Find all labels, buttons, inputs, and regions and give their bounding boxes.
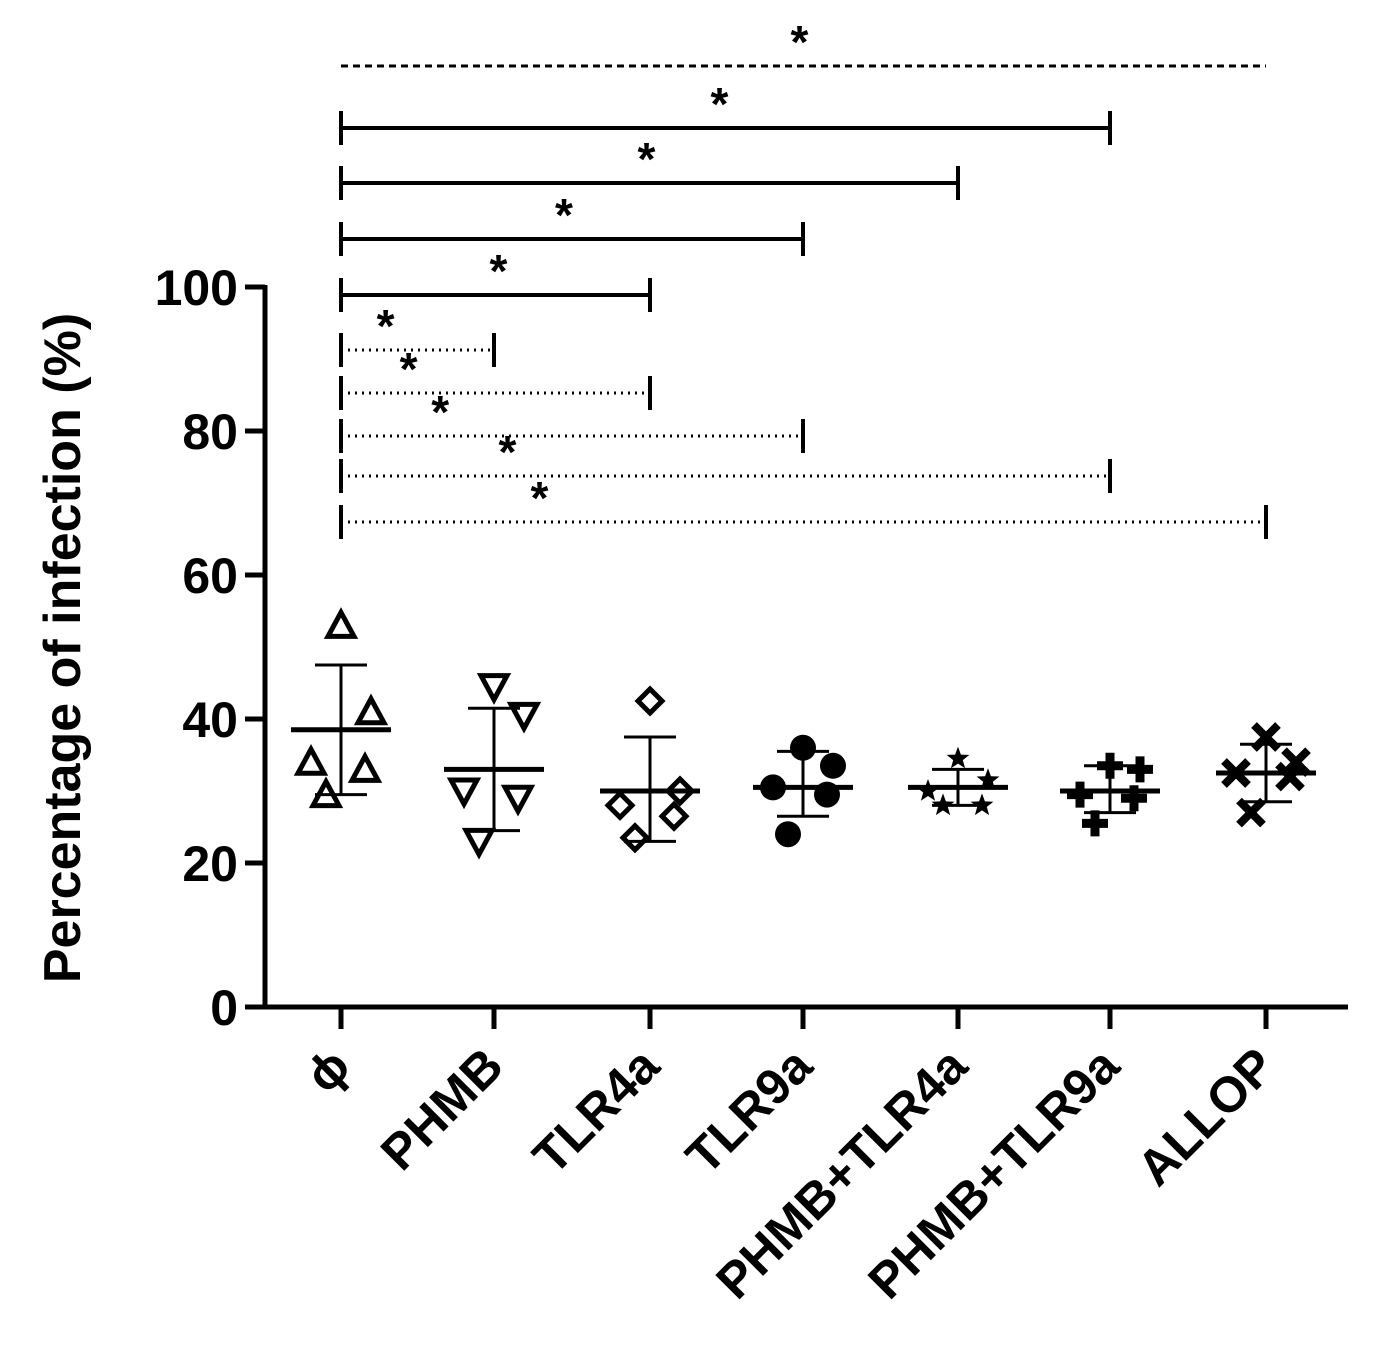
significance-asterisk: * <box>431 386 449 438</box>
data-point-circle <box>775 821 801 848</box>
data-point-plus <box>1127 756 1153 783</box>
x-category-label: TLR9a <box>675 1036 823 1184</box>
significance-asterisk: * <box>791 16 809 68</box>
data-point-star <box>976 768 1000 790</box>
x-category-label: ϕ <box>295 1037 361 1103</box>
data-point-triangle <box>293 743 329 776</box>
data-point-diamond <box>658 800 690 832</box>
data-point-x <box>1236 797 1266 828</box>
data-point-plus <box>1082 810 1108 837</box>
significance-asterisk: * <box>638 133 656 185</box>
data-point-plus <box>1121 785 1147 812</box>
data-point-diamond <box>604 789 636 821</box>
data-point-x-stroke <box>1275 761 1305 792</box>
y-axis-ticks: 0 20 40 60 80 100 <box>155 260 265 1036</box>
data-point-circle <box>790 734 816 761</box>
x-category-label: ALLOP <box>1126 1037 1285 1196</box>
y-tick-label: 60 <box>182 548 238 604</box>
significance-asterisk: * <box>711 78 729 130</box>
data-point-x <box>1275 761 1305 792</box>
significance-asterisk: * <box>531 472 549 524</box>
y-tick-label: 0 <box>210 980 238 1036</box>
significance-asterisk: * <box>400 343 418 395</box>
data-point-triangle-down <box>500 784 536 817</box>
data-points <box>293 607 1311 860</box>
y-axis-label: Percentage of infection (%) <box>34 313 92 983</box>
data-point-triangle-down <box>476 673 512 705</box>
data-point-triangle-down <box>461 827 497 860</box>
x-category-label: PHMB <box>370 1037 514 1181</box>
y-tick-label: 100 <box>155 260 238 316</box>
significance-brackets: ********** <box>339 16 1268 539</box>
data-point-triangle-down <box>506 701 542 734</box>
data-point-diamond <box>634 685 666 717</box>
data-point-triangle <box>323 607 359 639</box>
y-tick-label: 20 <box>182 836 238 892</box>
significance-asterisk: * <box>498 426 516 478</box>
data-point-diamond <box>619 822 651 854</box>
data-point-triangle <box>353 693 389 726</box>
data-point-x-stroke <box>1236 797 1266 828</box>
data-point-star <box>946 746 970 769</box>
data-point-triangle-down <box>446 777 482 810</box>
y-tick-label: 80 <box>182 404 238 460</box>
x-category-label: TLR4a <box>522 1036 670 1184</box>
significance-asterisk: * <box>555 189 573 241</box>
data-point-circle <box>820 752 846 779</box>
data-point-triangle <box>347 751 383 783</box>
data-point-plus <box>1067 781 1093 808</box>
mean-sd-bars <box>291 663 1316 843</box>
significance-asterisk: * <box>490 245 508 297</box>
data-point-diamond <box>664 775 696 807</box>
y-tick-label: 40 <box>182 692 238 748</box>
significance-asterisk: * <box>377 300 395 352</box>
